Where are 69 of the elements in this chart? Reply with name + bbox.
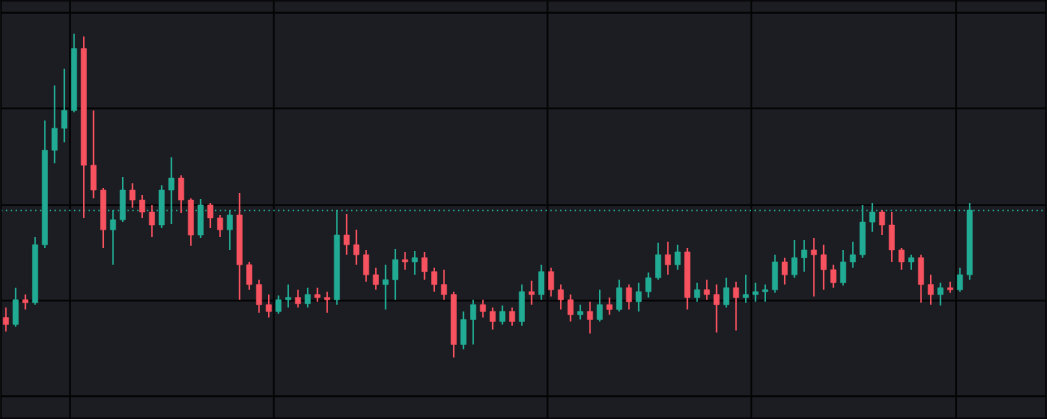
candlestick: [723, 277, 730, 309]
candlestick: [567, 293, 574, 323]
candlestick: [421, 251, 428, 281]
candlestick: [148, 204, 155, 238]
candlestick: [217, 214, 224, 238]
candlestick: [820, 243, 827, 291]
candlestick: [178, 174, 185, 214]
candlestick: [713, 283, 720, 334]
candlestick: [781, 256, 788, 286]
candlestick: [655, 242, 662, 281]
candlestick: [587, 300, 593, 335]
candlestick: [363, 249, 370, 283]
candlestick: [645, 271, 652, 299]
candlestick: [110, 209, 116, 266]
candlestick: [849, 241, 856, 269]
candlestick: [2, 306, 9, 333]
candlestick: [392, 248, 399, 301]
candlestick: [411, 250, 418, 276]
candlestick: [625, 283, 632, 311]
candlestick: [596, 288, 603, 323]
candlestick: [61, 67, 68, 143]
candlestick: [733, 280, 739, 332]
candlestick: [441, 268, 447, 301]
candlestick: [752, 281, 759, 303]
candlestick: [791, 239, 798, 279]
candlestick: [674, 243, 681, 271]
candlestick: [470, 299, 477, 346]
candlestick: [402, 251, 408, 271]
candlestick: [207, 202, 214, 229]
candlestick: [830, 264, 837, 289]
candlestick: [703, 278, 710, 301]
candlestick: [616, 278, 623, 313]
candlestick: [956, 266, 963, 293]
candlestick: [256, 278, 262, 314]
candlestick: [538, 264, 545, 301]
candlestick: [947, 280, 954, 294]
candlestick: [499, 304, 506, 326]
candlestick: [879, 209, 886, 236]
candlestick: [898, 247, 905, 271]
candlestick: [51, 84, 58, 164]
candlestick: [509, 306, 516, 327]
candlestick: [285, 283, 292, 309]
candlestick: [489, 306, 496, 331]
candlestick: [635, 281, 642, 313]
candlestick: [265, 293, 272, 319]
candlestick: [246, 261, 253, 291]
candlestick: [840, 249, 847, 287]
candlestick: [528, 279, 535, 306]
candlestick: [431, 266, 438, 293]
candlestick: [801, 239, 808, 273]
candlestick: [762, 283, 769, 303]
candlestick: [129, 182, 136, 209]
candlestick: [382, 264, 389, 311]
candlestick: [548, 266, 555, 298]
candlestick: [937, 281, 944, 307]
candlestick: [275, 294, 282, 315]
candlestick: [139, 194, 146, 219]
candlestick: [353, 229, 360, 266]
candlestick: [927, 274, 934, 306]
candlestick: [343, 213, 350, 256]
candlestick: [226, 209, 233, 251]
candlestick: [372, 266, 379, 291]
candlestick: [324, 290, 331, 314]
candlestick: [557, 283, 564, 311]
candlestick: [694, 281, 701, 303]
candlestick: [810, 237, 817, 298]
candlestick: [304, 287, 311, 309]
candlestick: [742, 274, 749, 304]
candlestick: [664, 241, 671, 276]
